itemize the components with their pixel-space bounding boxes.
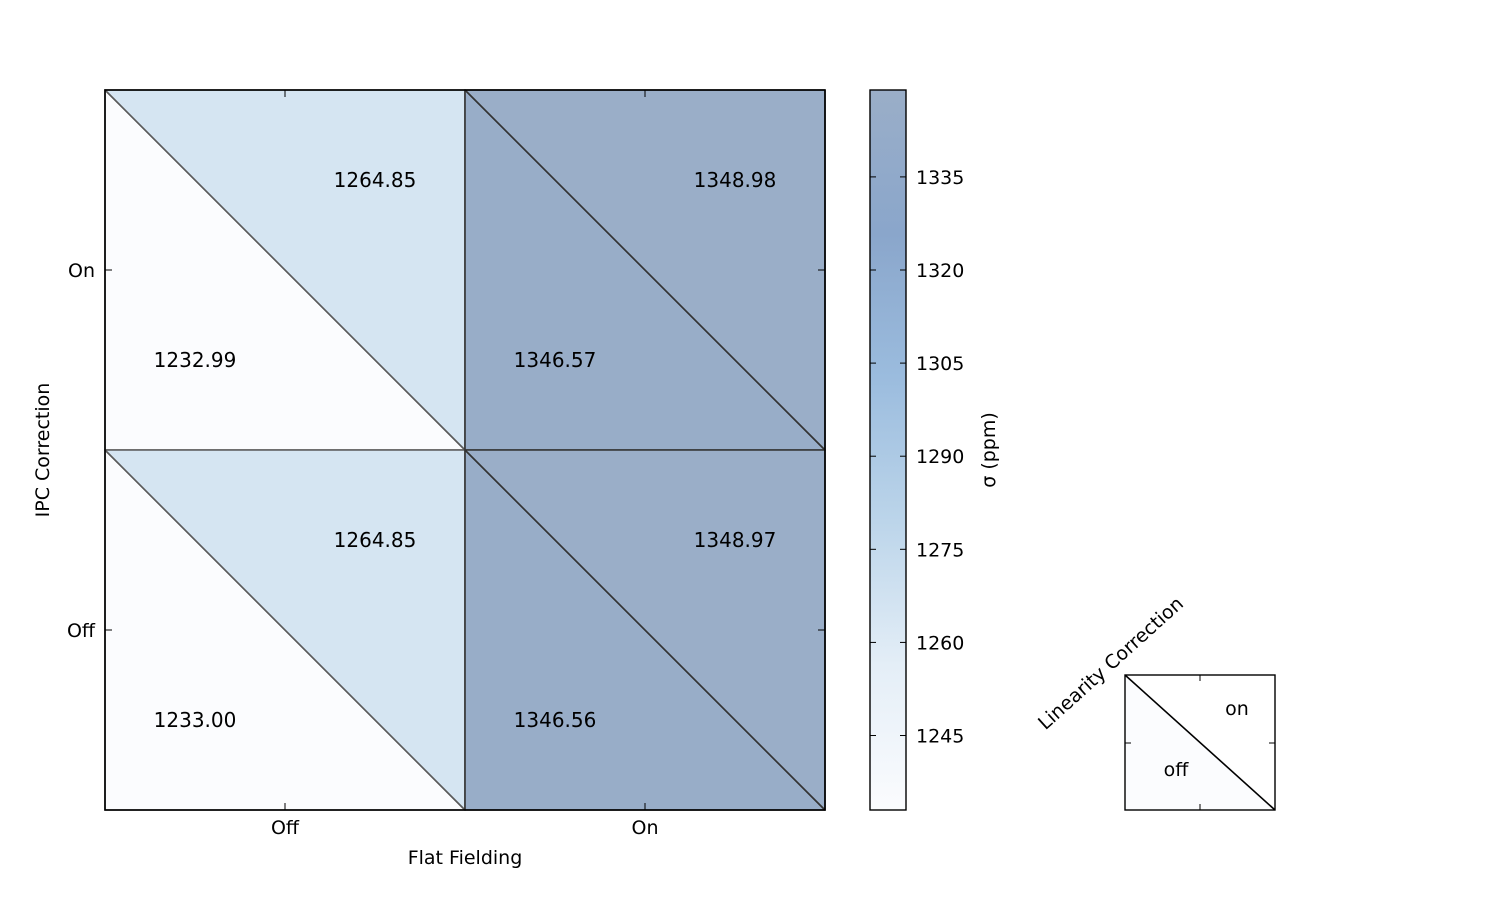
colorbar-label: σ (ppm) <box>978 412 1000 488</box>
x-axis-label: Flat Fielding <box>408 847 523 869</box>
cell-value-linearity-off: 1232.99 <box>154 348 237 372</box>
cell-value-linearity-off: 1233.00 <box>154 708 237 732</box>
linearity-legend: on off Linearity Correction <box>1034 593 1276 811</box>
legend-off-label: off <box>1164 759 1190 781</box>
x-tick-label: Off <box>271 817 300 839</box>
colorbar-tick-label: 1275 <box>916 539 964 561</box>
legend-on-label: on <box>1225 698 1249 720</box>
y-tick-label: Off <box>67 620 96 642</box>
axis-ticks: Off On Off On <box>67 90 825 839</box>
colorbar-tick-label: 1305 <box>916 353 964 375</box>
cell-value-linearity-on: 1348.98 <box>694 168 777 192</box>
heatmap-cells: 1232.99 1264.85 1346.57 1348.98 1233.00 1264.… <box>104 89 826 811</box>
cell-value-linearity-on: 1348.97 <box>694 528 777 552</box>
y-tick-label: On <box>68 260 95 282</box>
colorbar-tick-label: 1290 <box>916 446 964 468</box>
cell-value-linearity-on: 1264.85 <box>334 528 417 552</box>
colorbar-tick-label: 1245 <box>916 726 964 748</box>
y-axis-label: IPC Correction <box>32 383 54 518</box>
colorbar-tick-label: 1260 <box>916 632 964 654</box>
colorbar-tick-label: 1335 <box>916 167 964 189</box>
colorbar <box>870 90 906 810</box>
colorbar-tick-label: 1320 <box>916 260 964 282</box>
cell-value-linearity-off: 1346.57 <box>514 348 597 372</box>
plot-frame <box>104 89 826 811</box>
colorbar-ticks: 1245 1260 1275 1290 1305 1320 1335 <box>870 167 964 748</box>
x-tick-label: On <box>632 817 659 839</box>
cell-value-linearity-on: 1264.85 <box>334 168 417 192</box>
colorbar-frame <box>869 89 907 811</box>
legend-diagonal <box>1124 674 1276 811</box>
cell-value-linearity-off: 1346.56 <box>514 708 597 732</box>
